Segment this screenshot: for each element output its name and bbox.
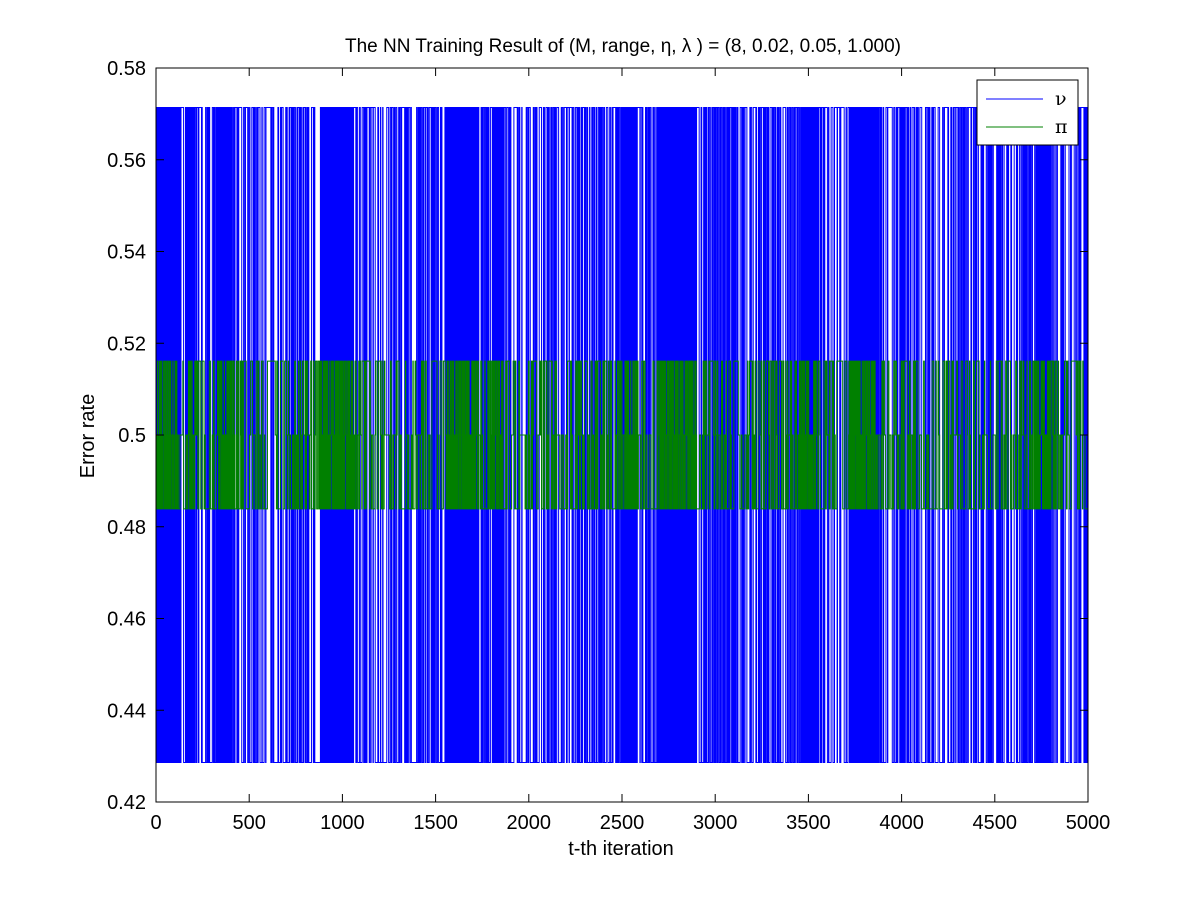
x-tick-label: 3000 xyxy=(693,812,738,834)
x-tick-label: 1000 xyxy=(320,812,365,834)
series-line-nu xyxy=(155,106,1089,764)
legend: ν π xyxy=(976,79,1079,146)
legend-label-pi: π xyxy=(1055,116,1068,138)
y-tick-label: 0.46 xyxy=(107,609,146,631)
y-tick-label: 0.48 xyxy=(107,517,146,539)
y-tick-label: 0.54 xyxy=(107,242,146,264)
y-tick-label: 0.44 xyxy=(107,700,146,722)
legend-box xyxy=(976,79,1079,146)
series-layer xyxy=(155,106,1089,764)
x-tick-label: 5000 xyxy=(1066,812,1111,834)
series-line-pi xyxy=(155,360,1089,510)
x-tick-label: 2500 xyxy=(600,812,645,834)
y-axis-label: Error rate xyxy=(77,394,99,478)
chart-title: The NN Training Result of (M, range, η, … xyxy=(345,36,901,57)
y-tick-label: 0.5 xyxy=(118,425,146,447)
x-tick-label: 3500 xyxy=(786,812,831,834)
x-tick-label: 4500 xyxy=(973,812,1018,834)
x-axis-label: t-th iteration xyxy=(568,838,674,860)
plot-area: 0 500 1000 1500 2000 2500 3000 3500 4000 4500 5000… xyxy=(107,58,1110,834)
y-tick-label: 0.58 xyxy=(107,58,146,80)
x-tick-label: 0 xyxy=(150,812,161,834)
x-tick-label: 1500 xyxy=(413,812,458,834)
ticks-layer: 0 500 1000 1500 2000 2500 3000 3500 4000 4500 5000… xyxy=(107,58,1110,834)
x-tick-label: 4000 xyxy=(879,812,924,834)
x-tick-label: 2000 xyxy=(507,812,552,834)
legend-label-nu: ν xyxy=(1055,88,1067,110)
y-tick-label: 0.42 xyxy=(107,792,146,814)
x-tick-label: 500 xyxy=(233,812,266,834)
y-tick-label: 0.56 xyxy=(107,150,146,172)
y-tick-label: 0.52 xyxy=(107,333,146,355)
